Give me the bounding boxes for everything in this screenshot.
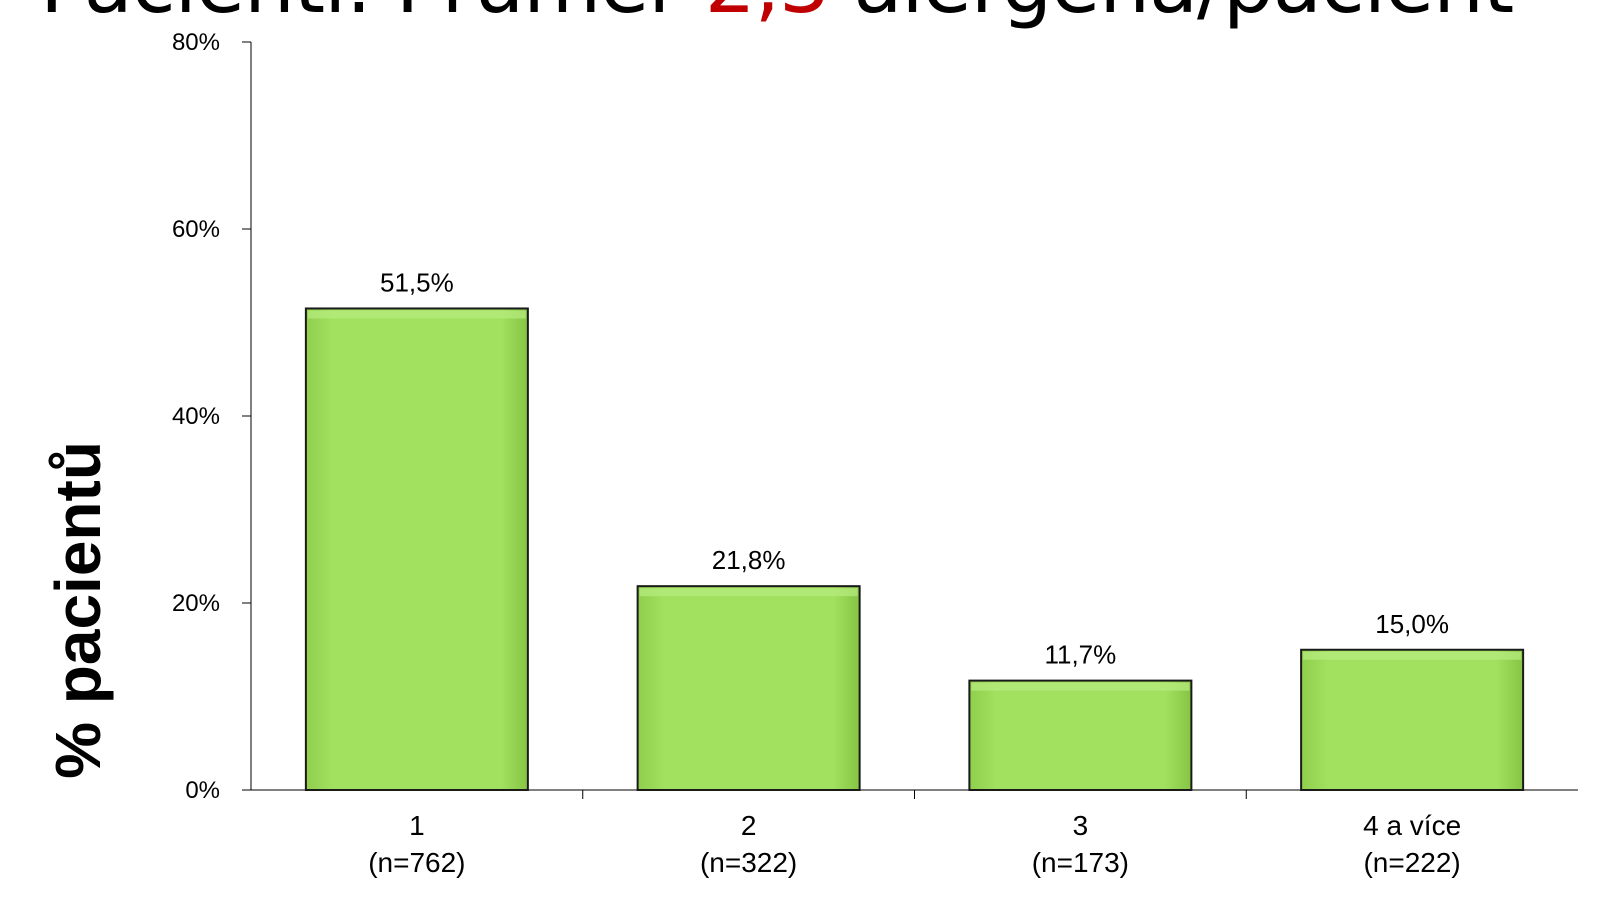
bar-bevel [307,310,526,319]
x-tick-label: 3 [1073,810,1089,841]
y-tick-label: 0% [185,777,220,804]
title-prefix: Pacienti: Průměr [40,0,681,31]
data-label: 15,0% [1375,609,1449,639]
title-area: Pacienti: Průměr 2,3 alergena/pacient [0,0,1610,31]
y-tick-label: 40% [172,403,220,430]
title-suffix: alergena/pacient [853,0,1514,31]
bar [636,585,861,791]
bar [1300,648,1525,791]
title-highlight-value: 2,3 [705,0,830,31]
x-tick-count-label: (n=762) [368,847,465,878]
x-tick-count-label: (n=322) [700,847,797,878]
x-tick-label: 2 [741,810,757,841]
data-label: 21,8% [712,545,786,575]
data-label: 51,5% [380,267,454,297]
bar-bevel [971,682,1190,691]
bar [304,307,529,791]
x-tick-count-label: (n=173) [1032,847,1129,878]
labels-group: 51,5% 1 (n=762) 21,8% 2 (n=322) 11,7% 3 (n=173) 1… [368,267,1461,878]
x-tick-label: 4 a více [1363,810,1461,841]
data-label: 11,7% [1044,640,1116,670]
bar [968,679,1193,791]
page-title: Pacienti: Průměr 2,3 alergena/pacient [40,0,1514,31]
bar-bevel [639,588,858,597]
bar-bevel [1303,651,1522,660]
y-tick-label: 80% [172,29,220,56]
x-tick-label: 1 [409,810,425,841]
x-tick-count-label: (n=222) [1363,847,1460,878]
bars-group [304,307,1525,791]
y-tick-label: 20% [172,590,220,617]
y-tick-label: 60% [172,216,220,243]
